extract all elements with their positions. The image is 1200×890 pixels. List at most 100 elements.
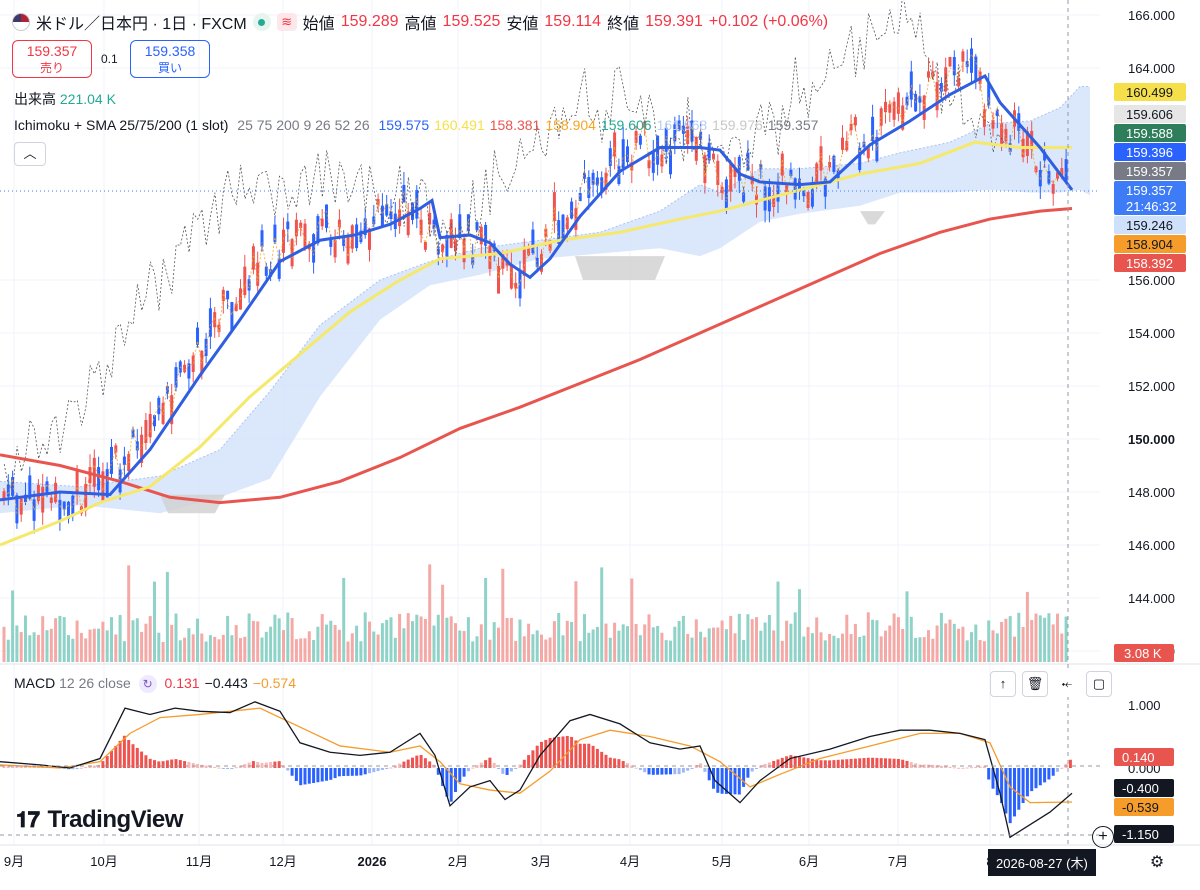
macd-histogram-bar [230,768,234,769]
volume-bar [651,627,655,662]
macd-histogram-bar [858,758,862,768]
macd-pane [0,701,1073,839]
settings-icon[interactable]: ⚙ [1149,854,1165,871]
macd-histogram-bar [1013,768,1016,817]
candle-body [1056,172,1059,179]
symbol-header[interactable]: 米ドル／日本円 · 1日 · FXCM ≋ 始値 159.289 高値 159.52… [12,10,828,34]
volume-bar [755,617,758,662]
volume-bar [282,630,285,662]
price-tick-label: 156.000 [1128,273,1175,288]
volume-bar [806,627,810,662]
volume-bar [402,628,406,662]
candle-body [535,257,539,267]
macd-histogram-bar [251,761,255,768]
macd-histogram-bar [669,768,672,775]
volume-bar [135,618,139,662]
sell-button[interactable]: 159.357 売り [12,40,92,78]
volume-bar [729,615,733,662]
volume-bar [918,637,922,662]
volume-bar [174,613,178,662]
volume-bar [165,571,169,662]
macd-histogram-bar [961,767,965,769]
maximize-pane-button[interactable]: ▢ [1086,671,1112,697]
wave-icon: ≋ [276,13,297,31]
volume-bar [931,638,935,662]
volume-bar [75,620,79,662]
volume-bar [88,629,92,662]
macd-histogram-bar [776,759,780,768]
time-tick-label: 5月 [712,854,732,869]
volume-bar [41,616,45,662]
macd-legend[interactable]: MACD 12 26 close ↻ 0.131 −0.443 −0.574 [14,675,301,693]
collapse-legend-button[interactable]: ︿ [14,142,46,166]
macd-histogram-bar [260,762,264,768]
maximize-icon: ▢ [1092,676,1106,691]
macd-histogram-bar [1025,768,1029,797]
macd-histogram-bar [312,768,316,783]
macd-histogram-bar [170,759,174,768]
volume-bar [548,637,552,662]
macd-histogram-bar [144,755,148,768]
macd-histogram-bar [982,766,986,768]
volume-axis-label-text: 3.08 K [1124,646,1162,661]
candle-body [290,239,294,267]
macd-histogram-bar [909,762,913,768]
buy-button[interactable]: 159.358 買い [130,40,210,78]
add-button[interactable]: + [1092,826,1114,848]
candle-body [557,220,561,244]
volume-bar [458,630,462,662]
candle-body [514,282,518,289]
macd-histogram-bar [88,766,92,768]
volume-bar [759,630,763,662]
move-up-button[interactable]: ↑ [990,671,1016,697]
volume-bar [286,612,290,662]
volume-bar [1030,619,1034,662]
delete-button[interactable]: 🗑 [1022,671,1048,697]
volume-bar [875,620,879,662]
volume-bar [531,634,535,662]
indicator-legend[interactable]: Ichimoku + SMA 25/75/200 (1 slot) 25 75 … [14,117,828,133]
volume-bar [294,639,298,662]
candle-body [454,239,457,251]
candle-body [587,177,591,198]
candle-body [952,57,956,76]
volume-bar [497,627,500,662]
macd-histogram-bar [1008,768,1012,824]
candle-body [669,150,672,175]
volume-bar [105,630,109,662]
volume-bar [884,630,887,662]
candle-body [677,120,681,131]
volume-bar [703,637,707,662]
volume-bar [712,627,715,662]
macd-histogram-bar [393,765,397,768]
macd-histogram-bar [540,741,543,768]
macd-histogram-bar [875,757,879,768]
macd-histogram-bar [363,768,367,775]
macd-histogram-bar [595,748,599,768]
macd-histogram-bar [329,768,333,780]
macd-histogram-bar [320,768,324,782]
volume-bar [1013,636,1016,662]
volume-bar [871,619,875,662]
macd-histogram-bar [578,743,582,768]
volume-bar [350,633,354,662]
volume-bar [329,620,333,662]
volume-bar [325,624,328,662]
collapse-pane-button[interactable]: ⤝ [1054,671,1080,697]
candle-body [264,266,268,276]
price-axis-label-text: 158.904 [1126,237,1173,252]
volume-bar [1008,616,1012,662]
macd-histogram-bar [148,758,152,768]
volume-bar [845,614,849,662]
candle-body [406,211,410,236]
symbol-title[interactable]: 米ドル／日本円 · 1日 · FXCM [36,16,247,33]
volume-legend[interactable]: 出来高 221.04 K [14,89,116,109]
price-axis-label [1114,181,1186,199]
candle-body [570,201,574,219]
macd-histogram-bar [772,760,776,768]
candle-body [402,185,406,203]
volume-bar [699,631,703,662]
macd-histogram-bar [71,768,75,770]
candle-body [92,457,96,487]
